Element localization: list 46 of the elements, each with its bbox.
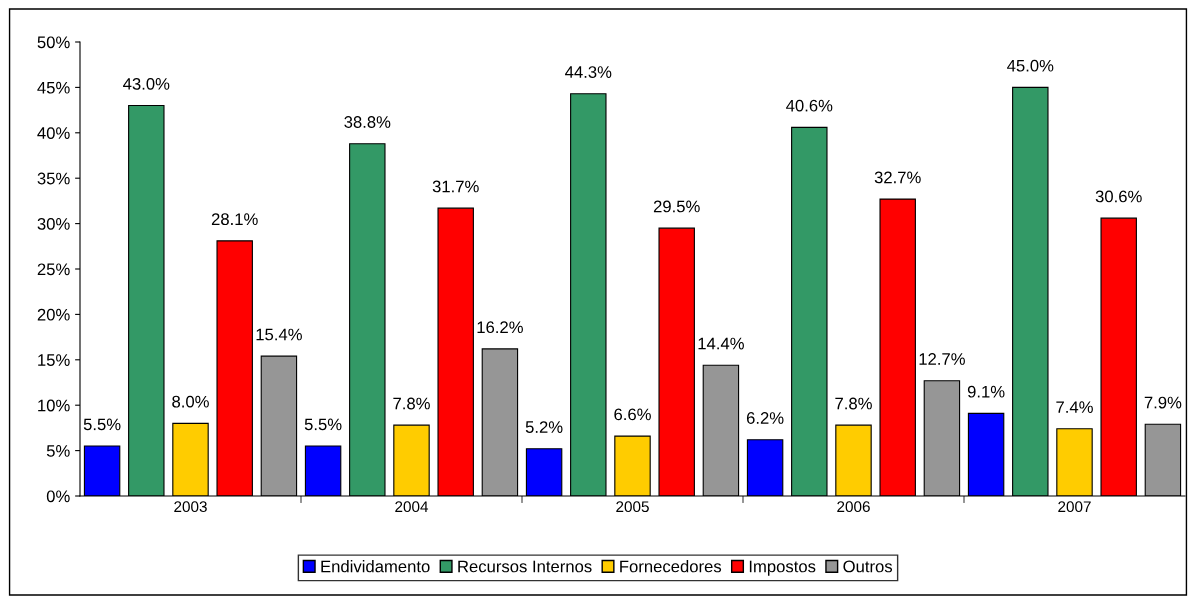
data-label: 8.0% (172, 395, 209, 408)
data-label: 5.2% (525, 421, 563, 433)
data-label: 7.8% (835, 397, 872, 410)
y-tick-label: 35% (37, 172, 70, 185)
data-label: 6.6% (614, 408, 651, 421)
data-label: 30.6% (1095, 190, 1142, 203)
x-tick-label: 2005 (616, 501, 649, 513)
data-label: 32.7% (874, 171, 921, 184)
legend-label: Recursos Internos (458, 560, 592, 573)
data-label: 16.2% (477, 321, 523, 334)
data-label: 43.0% (123, 77, 170, 90)
y-tick-label: 5% (46, 445, 70, 457)
y-tick-label: 30% (37, 218, 70, 230)
data-label: 5.5% (304, 418, 342, 431)
data-label: 38.8% (344, 116, 391, 128)
data-label: 14.4% (698, 337, 744, 350)
x-tick-label: 2003 (174, 501, 207, 513)
data-label: 12.7% (919, 353, 965, 365)
y-tick-label: 15% (38, 354, 70, 366)
y-tick-label: 40% (37, 127, 70, 139)
y-tick-label: 25% (37, 263, 70, 276)
data-label: 9.1% (967, 385, 1005, 398)
y-tick-label: 20% (37, 308, 70, 321)
data-label: 7.9% (1144, 396, 1182, 409)
y-tick-label: 10% (38, 399, 70, 412)
data-label: 31.7% (432, 180, 479, 193)
data-label: 29.5% (653, 200, 700, 213)
data-label: 28.1% (211, 213, 258, 226)
legend-label: Outros (843, 560, 893, 573)
data-label: 7.4% (1056, 401, 1093, 413)
y-tick-label: 45% (37, 81, 70, 94)
x-tick-label: 2006 (837, 501, 870, 513)
data-label: 7.8% (393, 397, 430, 410)
legend-label: Endividamento (321, 560, 430, 573)
y-tick-label: 0% (46, 490, 70, 503)
data-label: 45.0% (1007, 59, 1054, 72)
legend-label: Impostos (749, 560, 816, 576)
data-label: 44.3% (565, 66, 612, 78)
legend-label: Fornecedores (620, 560, 722, 573)
x-tick-label: 2007 (1058, 501, 1091, 513)
x-tick-label: 2004 (395, 501, 429, 513)
data-label: 6.2% (746, 412, 784, 424)
y-tick-label: 50% (37, 36, 70, 49)
data-label: 5.5% (83, 418, 121, 431)
data-label: 40.6% (786, 99, 833, 112)
data-label: 15.4% (256, 328, 302, 341)
